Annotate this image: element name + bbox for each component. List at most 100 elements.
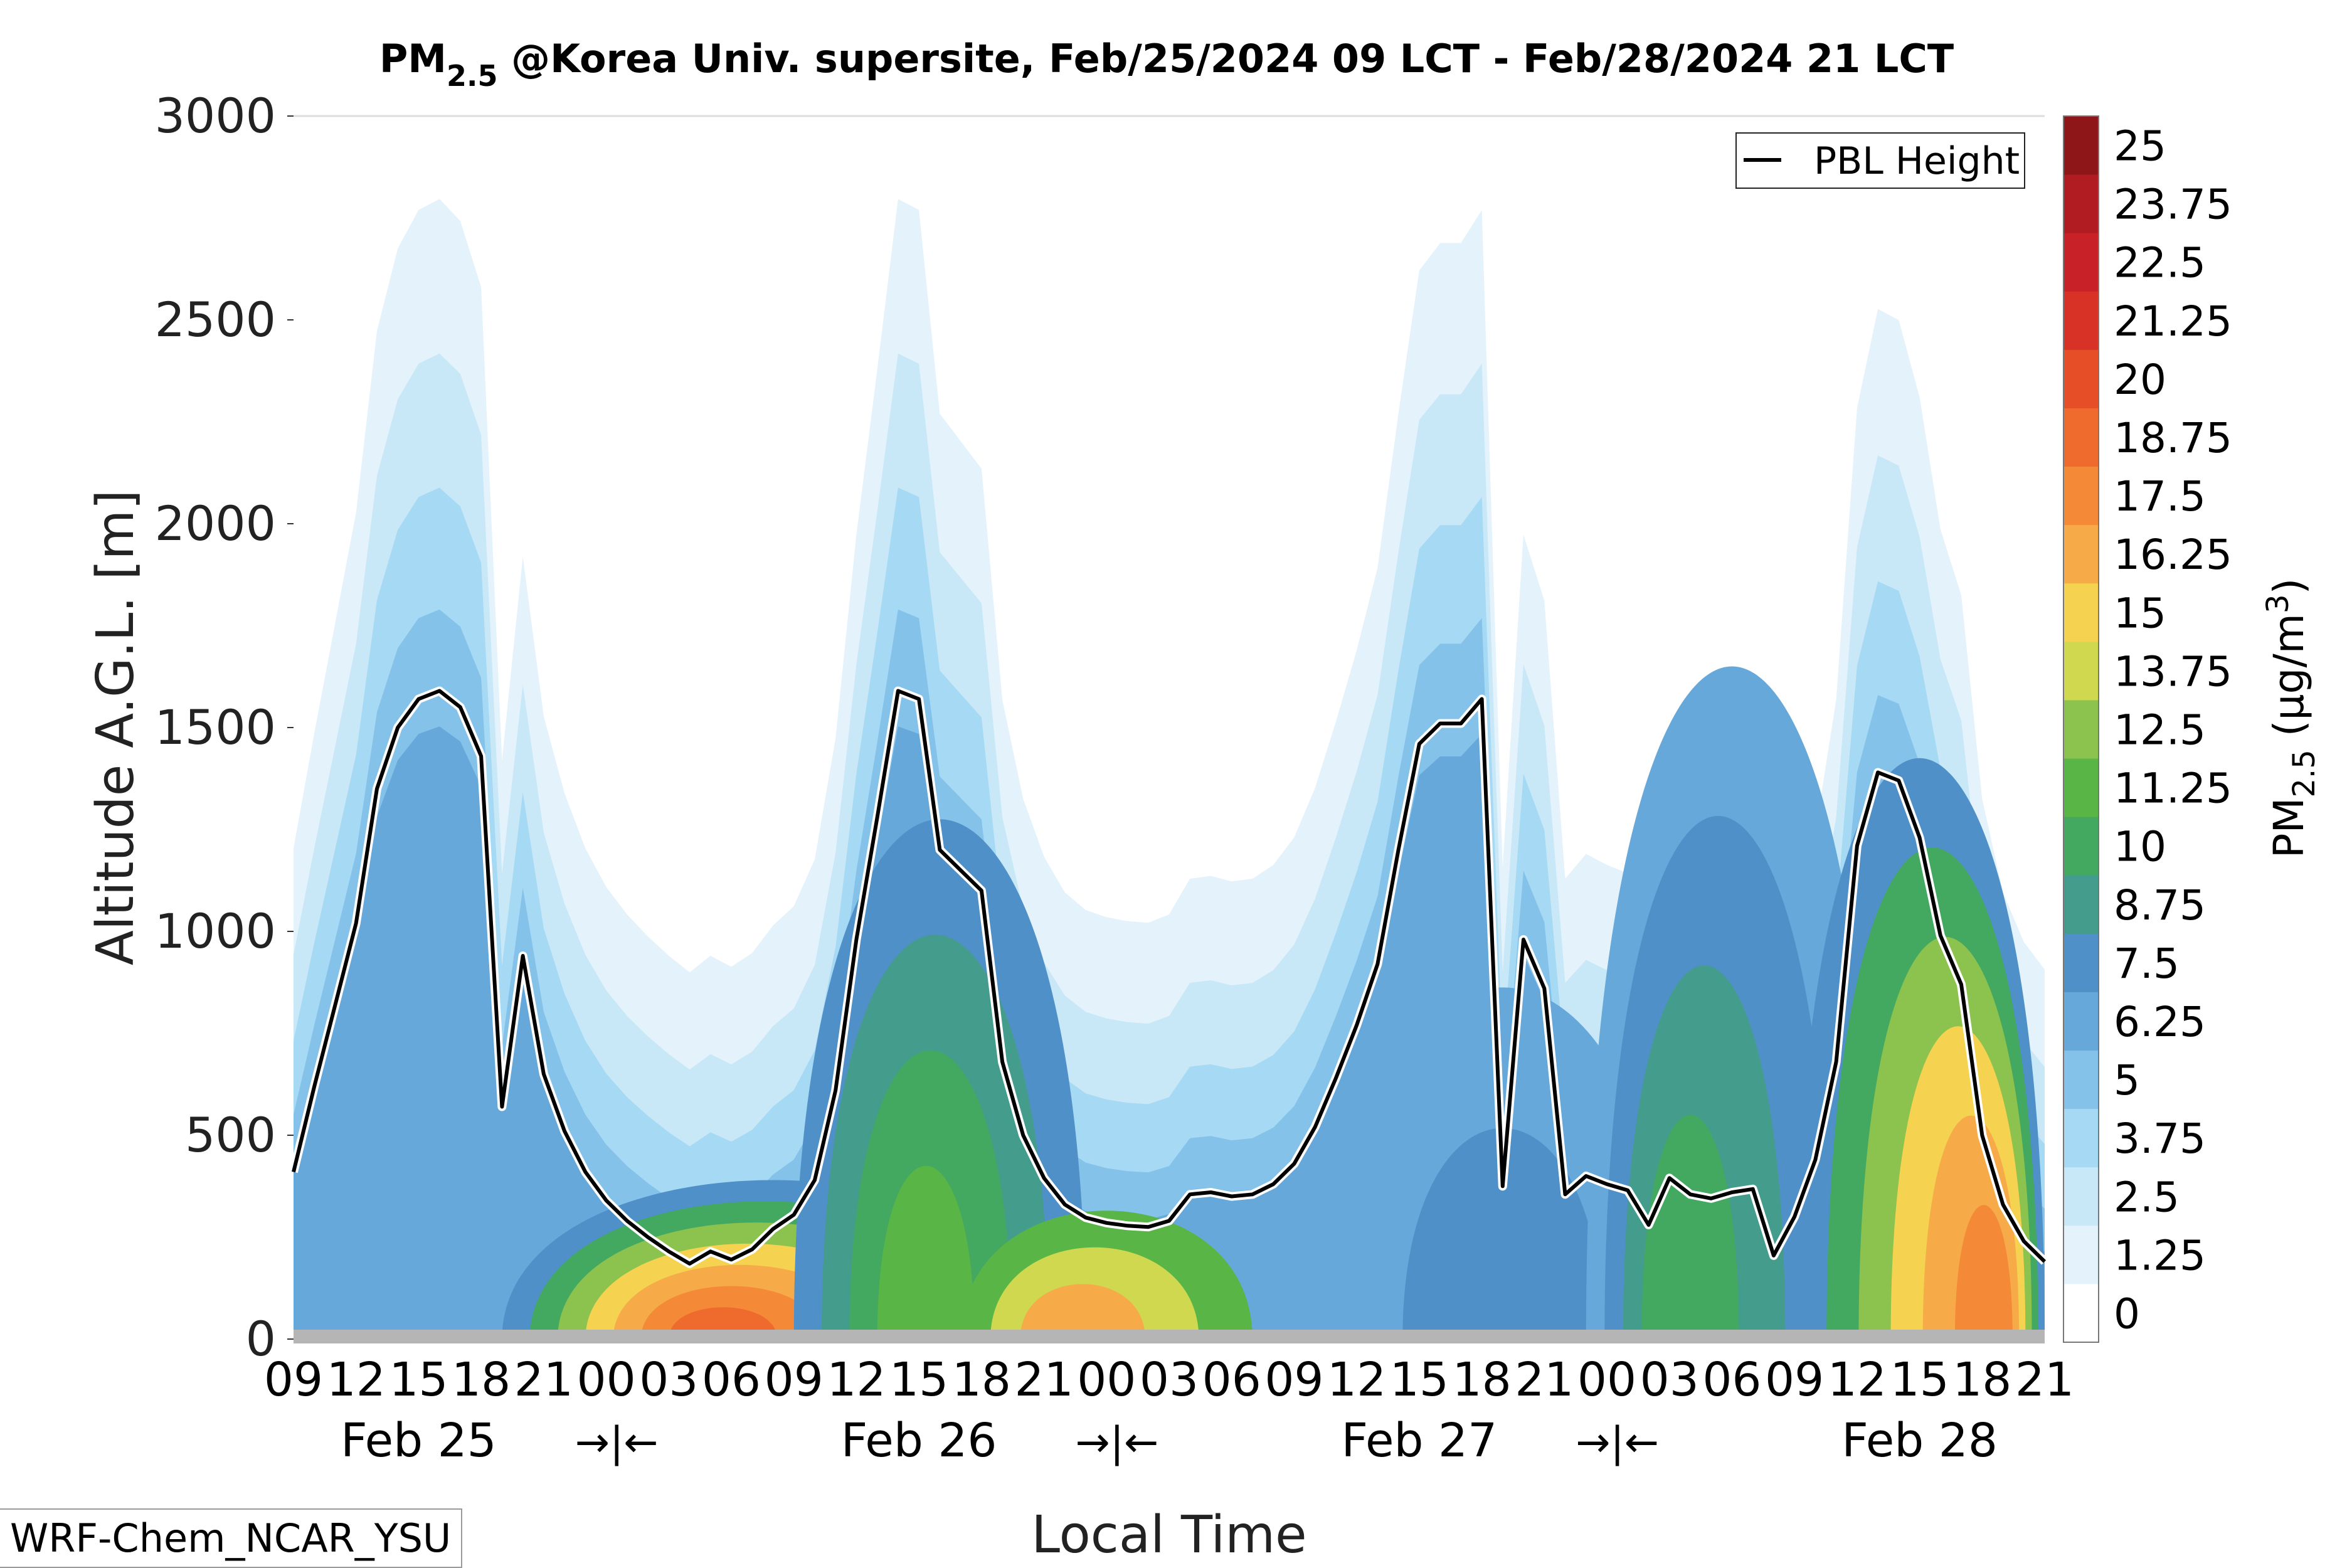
- x-tick-label: 18: [952, 1353, 1011, 1407]
- x-tick-label: 18: [1452, 1353, 1511, 1407]
- colorbar-swatch: [2063, 1225, 2099, 1285]
- colorbar-tick-label: 15: [2114, 589, 2166, 637]
- colorbar: 0 1.25 2.5 3.75 5 6.25 7.5 8.75 10 11.25 12.5 13.75…: [2063, 115, 2232, 1343]
- colorbar-tick-label: 7.5: [2114, 940, 2180, 988]
- colorbar-tick-label: 10: [2114, 823, 2166, 871]
- x-tick-label: 09: [264, 1353, 323, 1407]
- colorbar-swatch: [2063, 408, 2099, 467]
- colorbar-tick-label: 3.75: [2114, 1115, 2206, 1163]
- legend: PBL Height: [1735, 132, 2025, 189]
- colorbar-swatch: [2063, 349, 2099, 408]
- x-tick-label: 18: [1952, 1353, 2011, 1407]
- colorbar-swatch: [2063, 1283, 2099, 1343]
- x-tick-label: 09: [1765, 1353, 1824, 1407]
- colorbar-swatch: [2063, 758, 2099, 817]
- colorbar-swatch: [2063, 233, 2099, 292]
- x-tick-label: 21: [2015, 1353, 2074, 1407]
- x-tick-label: 03: [1640, 1353, 1699, 1407]
- day-separator: →|←: [1576, 1418, 1659, 1466]
- day-label: Feb 25: [341, 1414, 497, 1468]
- x-tick-label: 21: [514, 1353, 573, 1407]
- x-tick-label: 21: [1515, 1353, 1574, 1407]
- ground-strip: [294, 1330, 2045, 1343]
- x-tick-label: 00: [576, 1353, 635, 1407]
- y-tick-label: 3000: [155, 88, 276, 144]
- colorbar-swatch: [2063, 1108, 2099, 1168]
- y-tick-label: 0: [246, 1311, 276, 1367]
- x-tick-label: 09: [1264, 1353, 1323, 1407]
- colorbar-tick-label: 8.75: [2114, 881, 2206, 930]
- x-tick-label: 06: [1202, 1353, 1261, 1407]
- x-tick-label: 15: [389, 1353, 448, 1407]
- colorbar-tick-label: 1.25: [2114, 1231, 2206, 1279]
- y-tick-label: 2500: [155, 292, 276, 347]
- colorbar-swatch: [2063, 933, 2099, 992]
- colorbar-swatch: [2063, 116, 2099, 175]
- x-tick-label: 06: [1702, 1353, 1761, 1407]
- pollution-core: [1020, 1284, 1146, 1339]
- colorbar-tick-label: 5: [2114, 1056, 2140, 1104]
- colorbar-tick-label: 25: [2114, 122, 2166, 171]
- model-credit-label: WRF-Chem_NCAR_YSU: [0, 1508, 463, 1568]
- x-tick-label: 03: [639, 1353, 698, 1407]
- pbl-line: [292, 689, 2047, 1266]
- colorbar-tick-label: 12.5: [2114, 706, 2206, 755]
- colorbar-label: PM2.5 (μg/m3): [2260, 578, 2322, 859]
- colorbar-swatch: [2063, 1050, 2099, 1110]
- colorbar-swatch: [2063, 174, 2099, 233]
- x-tick-label: 12: [1327, 1353, 1386, 1407]
- x-tick-label: 00: [1577, 1353, 1636, 1407]
- y-axis: 0 500 1000 1500 2000 2500 3000: [155, 88, 294, 1367]
- colorbar-tick-label: 6.25: [2114, 998, 2206, 1046]
- x-tick-label: 03: [1140, 1353, 1199, 1407]
- colorbar-tick-label: 21.25: [2114, 297, 2232, 346]
- colorbar-swatch: [2063, 699, 2099, 759]
- colorbar-swatch: [2063, 817, 2099, 876]
- contour-field: [294, 116, 2045, 1339]
- day-label: Feb 27: [1342, 1414, 1498, 1468]
- colorbar-tick-label: 2.5: [2114, 1173, 2180, 1221]
- x-tick-label: 15: [1390, 1353, 1449, 1407]
- colorbar-tick-label: 11.25: [2114, 765, 2232, 813]
- day-separator: →|←: [575, 1418, 659, 1466]
- colorbar-swatch: [2063, 291, 2099, 350]
- legend-label: PBL Height: [1814, 139, 2020, 183]
- legend-box: [1735, 132, 2025, 189]
- x-tick-label: 12: [327, 1353, 386, 1407]
- day-label: Feb 28: [1841, 1414, 1998, 1468]
- chart-title: PM2.5 @Korea Univ. supersite, Feb/25/202…: [379, 36, 1954, 93]
- pollution-core: [1402, 1128, 1603, 1339]
- y-axis-label: Altitude A.G.L. [m]: [86, 490, 146, 966]
- colorbar-swatch: [2063, 641, 2099, 701]
- x-axis-label: Local Time: [1031, 1505, 1306, 1565]
- colorbar-tick-label: 13.75: [2114, 647, 2232, 696]
- x-tick-label: 12: [827, 1353, 886, 1407]
- y-tick-label: 500: [185, 1107, 276, 1163]
- pollution-core: [877, 1165, 975, 1339]
- colorbar-tick-label: 16.25: [2114, 531, 2232, 579]
- colorbar-tick-label: 17.5: [2114, 472, 2206, 521]
- pollution-core: [1954, 1205, 2013, 1339]
- x-tick-label: 00: [1077, 1353, 1136, 1407]
- colorbar-tick-label: 22.5: [2114, 239, 2206, 287]
- y-tick-label: 1000: [155, 903, 276, 959]
- day-separator: →|←: [1075, 1418, 1158, 1466]
- colorbar-tick-label: 23.75: [2114, 181, 2232, 229]
- colorbar-swatch: [2063, 1167, 2099, 1226]
- x-axis: 09 12 15 18 21 00 03 06 09 12 15 18 21 00 03 06 09 12 15 18…: [264, 1353, 2074, 1468]
- colorbar-swatch: [2063, 524, 2099, 584]
- colorbar-swatch: [2063, 875, 2099, 934]
- x-tick-label: 09: [765, 1353, 824, 1407]
- x-tick-label: 06: [702, 1353, 761, 1407]
- colorbar-tick-label: 20: [2114, 356, 2166, 404]
- pollution-core: [1641, 1115, 1739, 1339]
- colorbar-tick-label: 0: [2114, 1290, 2140, 1338]
- colorbar-tick-label: 18.75: [2114, 414, 2232, 462]
- day-label: Feb 26: [841, 1414, 997, 1468]
- colorbar-swatch: [2063, 466, 2099, 526]
- x-tick-label: 21: [1014, 1353, 1073, 1407]
- pbl-height-line: [289, 686, 2048, 1268]
- x-tick-label: 15: [889, 1353, 948, 1407]
- x-tick-label: 12: [1828, 1353, 1887, 1407]
